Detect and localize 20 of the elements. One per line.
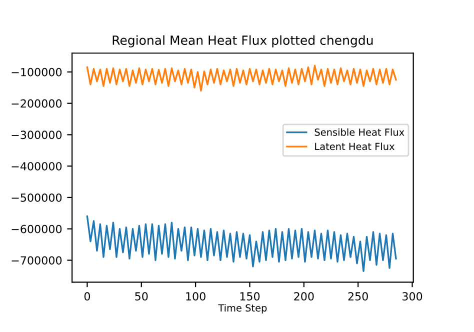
y-tick-label: −200000 bbox=[12, 99, 62, 108]
y-tick-label: −600000 bbox=[12, 224, 62, 234]
chart-title: Regional Mean Heat Flux plotted chengdu bbox=[112, 35, 373, 48]
x-tick-label: 300 bbox=[402, 292, 422, 301]
y-tick-label: −100000 bbox=[12, 68, 62, 76]
x-tick-label: 150 bbox=[240, 292, 260, 301]
line-series bbox=[86, 64, 397, 92]
x-axis-title: Time Step bbox=[218, 304, 267, 314]
y-tick-label: −400000 bbox=[12, 162, 62, 170]
legend-label: Sensible Heat Flux bbox=[314, 128, 404, 136]
legend-label: Latent Heat Flux bbox=[315, 142, 394, 150]
line-series bbox=[86, 215, 397, 272]
x-tick-label: 200 bbox=[294, 292, 314, 301]
x-tick-label: 100 bbox=[186, 292, 206, 301]
x-tick-label: 0 bbox=[84, 292, 90, 301]
x-tick-label: 50 bbox=[135, 292, 148, 301]
y-tick-label: −500000 bbox=[12, 193, 62, 202]
y-tick-label: −300000 bbox=[12, 130, 62, 140]
x-tick-label: 250 bbox=[348, 292, 368, 301]
y-tick-label: −700000 bbox=[12, 256, 62, 265]
